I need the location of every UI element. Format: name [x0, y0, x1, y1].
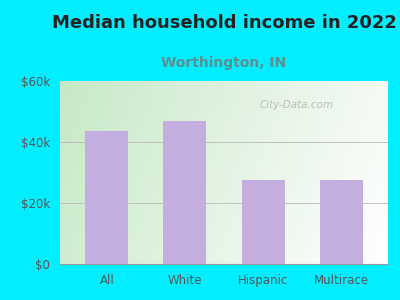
Text: City-Data.com: City-Data.com — [259, 100, 333, 110]
Bar — [164, 121, 206, 264]
Bar — [85, 131, 128, 264]
Text: Worthington, IN: Worthington, IN — [162, 56, 286, 70]
Text: Median household income in 2022: Median household income in 2022 — [52, 14, 396, 32]
Bar — [242, 180, 284, 264]
Bar — [320, 180, 363, 264]
